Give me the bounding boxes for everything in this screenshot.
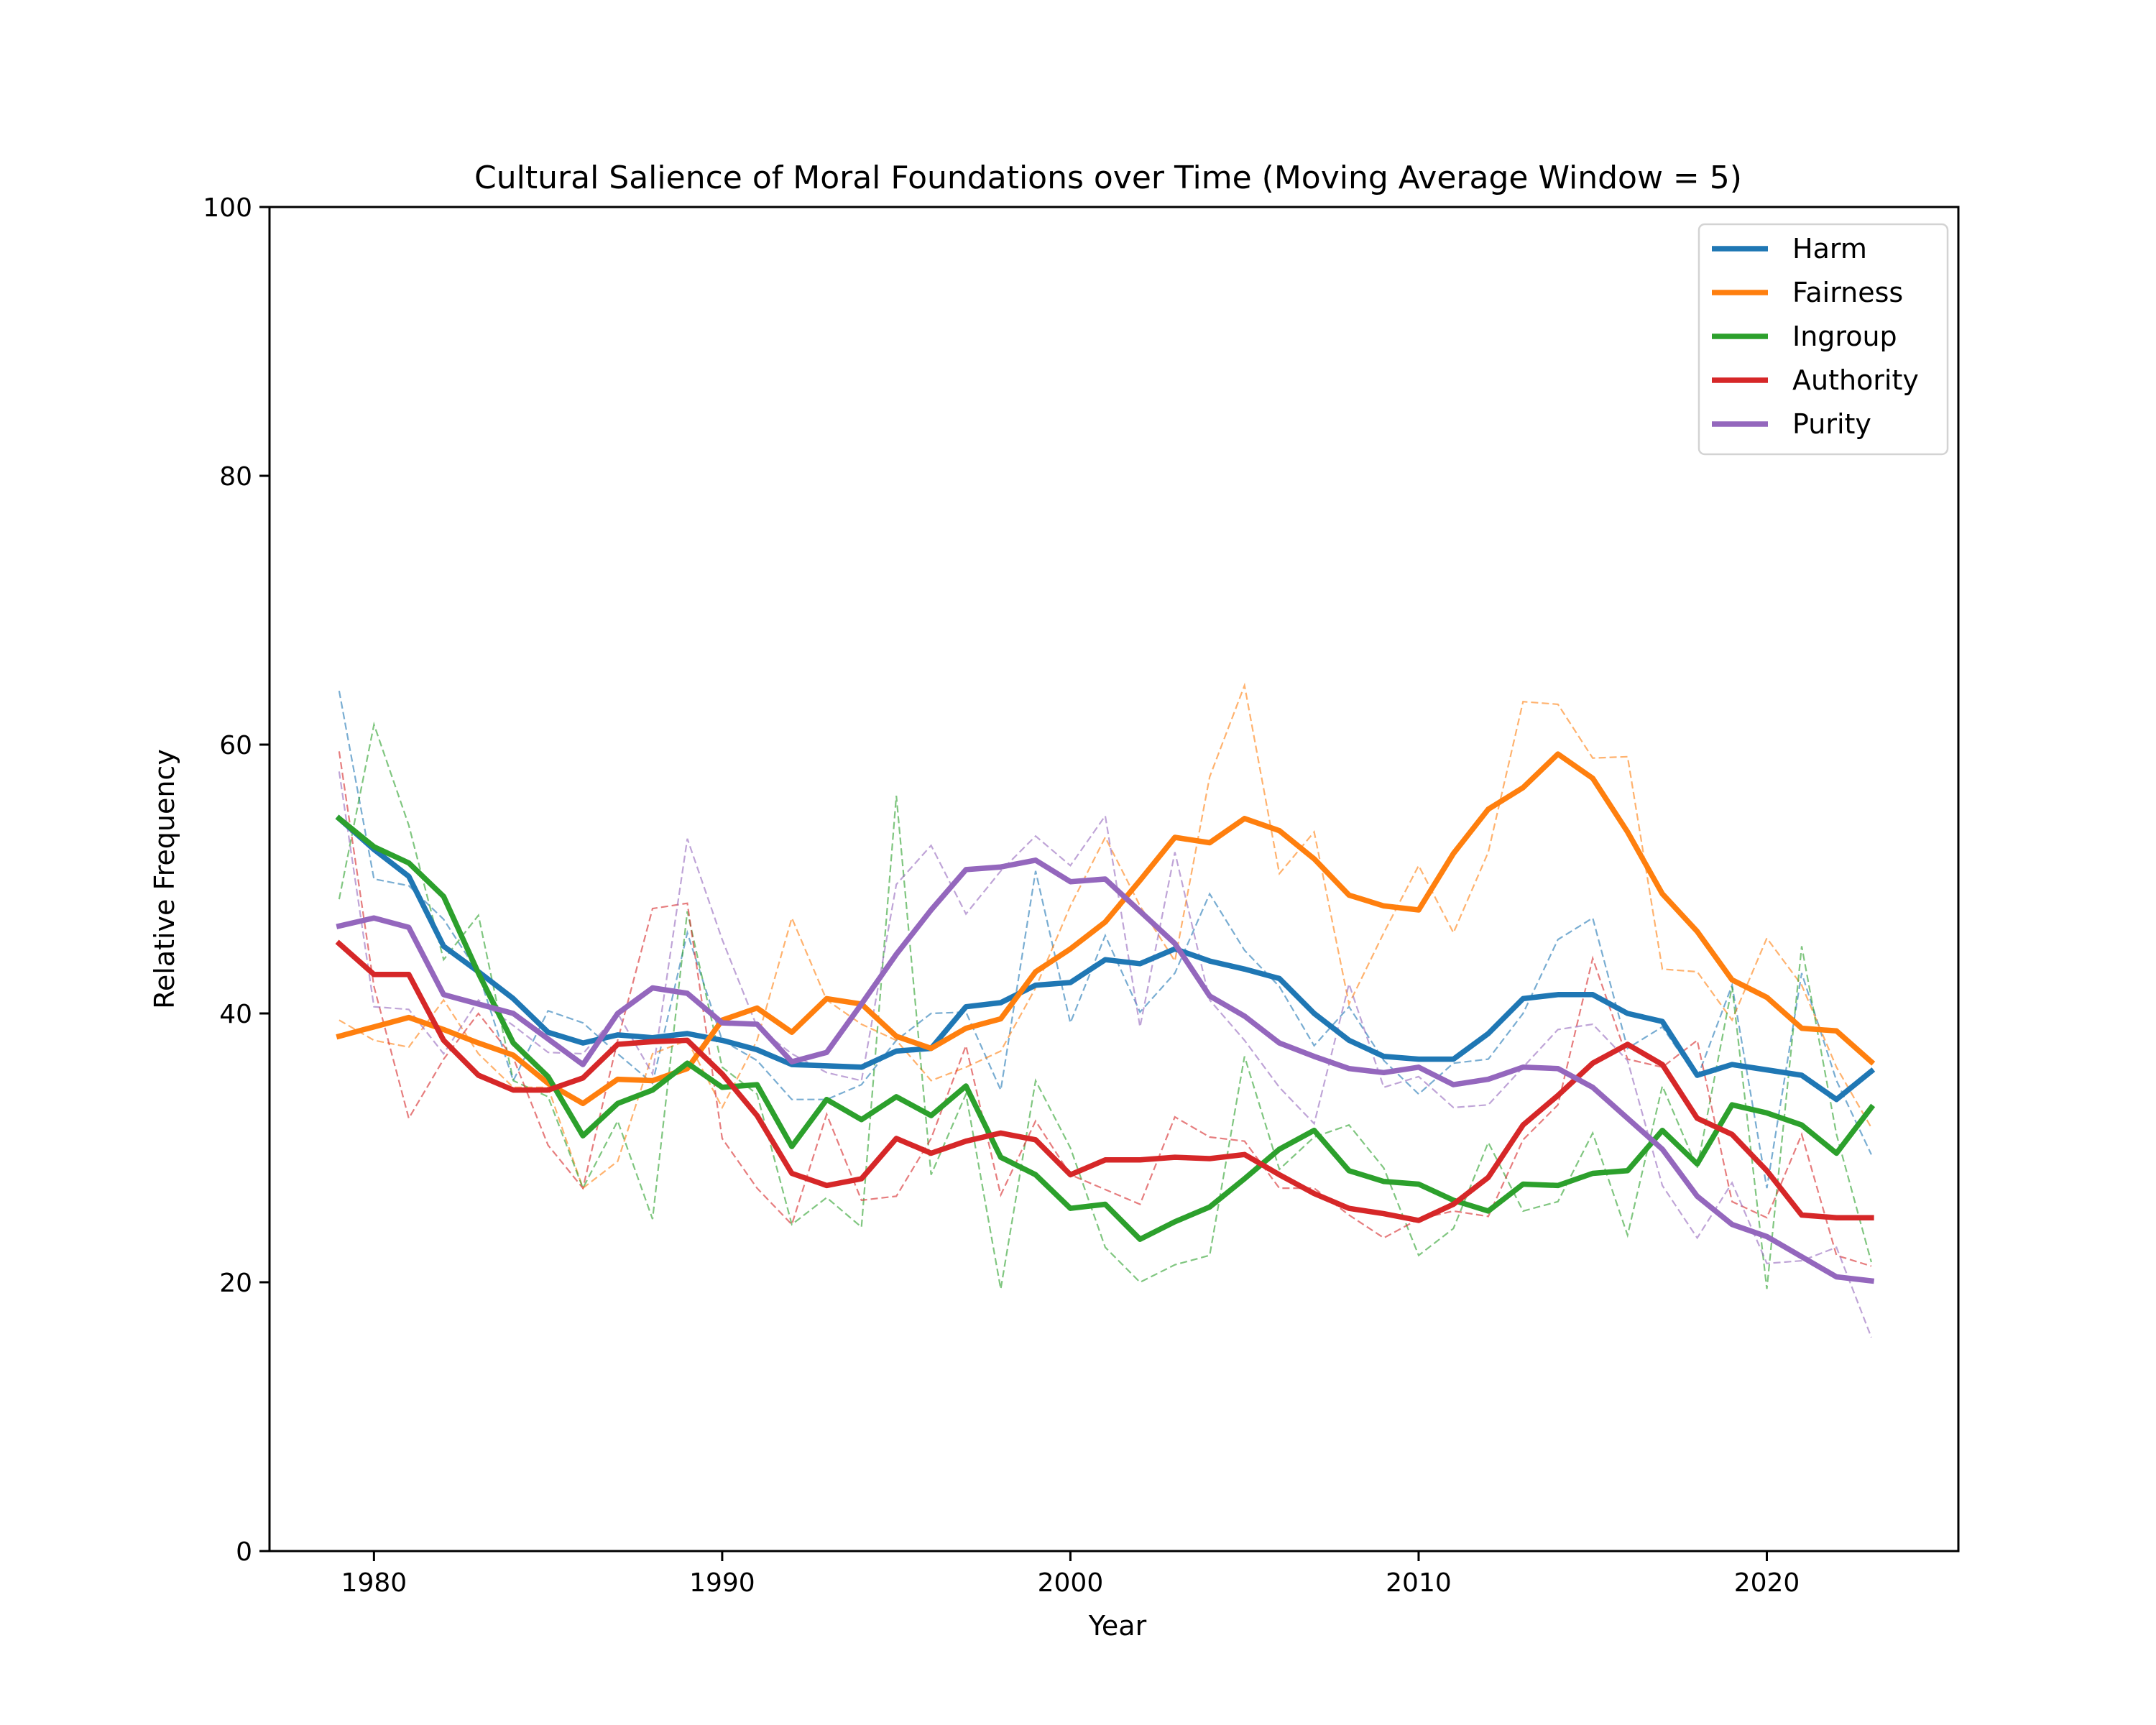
x-tick-label-1980: 1980 bbox=[341, 1568, 407, 1598]
raw-series-lines bbox=[338, 682, 1872, 1338]
x-tick-label-2020: 2020 bbox=[1734, 1568, 1800, 1598]
x-axis-ticks: 1980 1990 2000 2010 2020 bbox=[341, 1551, 1800, 1598]
x-axis-label: Year bbox=[1088, 1610, 1147, 1642]
raw-line-fairness bbox=[338, 682, 1872, 1190]
moving-average-line-harm bbox=[335, 814, 1876, 1103]
y-tick-label-100: 100 bbox=[203, 193, 252, 223]
legend-label-harm: Harm bbox=[1792, 233, 1867, 264]
moving-average-line-purity bbox=[336, 857, 1875, 1284]
legend-label-fairness: Fairness bbox=[1792, 277, 1903, 308]
y-axis-ticks: 0 20 40 60 80 100 bbox=[203, 193, 270, 1567]
legend-label-ingroup: Ingroup bbox=[1792, 321, 1897, 352]
y-tick-label-40: 40 bbox=[219, 1000, 252, 1029]
x-tick-label-2000: 2000 bbox=[1038, 1568, 1104, 1598]
legend-label-purity: Purity bbox=[1792, 408, 1871, 440]
y-axis-label: Relative Frequency bbox=[149, 749, 180, 1009]
y-tick-label-20: 20 bbox=[219, 1269, 252, 1298]
raw-line-authority bbox=[338, 751, 1872, 1267]
legend-label-authority: Authority bbox=[1792, 364, 1919, 396]
legend-box bbox=[1697, 223, 1949, 456]
moving-average-line-ingroup bbox=[335, 814, 1876, 1242]
chart-title: Cultural Salience of Moral Foundations o… bbox=[474, 160, 1742, 196]
legend: Harm Fairness Ingroup Authority Purity bbox=[1697, 223, 1949, 456]
x-tick-label-1990: 1990 bbox=[689, 1568, 755, 1598]
plot-area bbox=[335, 682, 1876, 1338]
raw-line-ingroup bbox=[338, 721, 1872, 1289]
y-tick-label-60: 60 bbox=[219, 731, 252, 760]
y-tick-label-0: 0 bbox=[236, 1537, 252, 1567]
x-tick-label-2010: 2010 bbox=[1386, 1568, 1452, 1598]
y-tick-label-80: 80 bbox=[219, 462, 252, 492]
moving-average-line-fairness bbox=[336, 751, 1876, 1107]
plot-frame bbox=[268, 206, 1960, 1552]
moving-average-lines bbox=[335, 751, 1876, 1284]
moving-average-line-authority bbox=[335, 939, 1874, 1223]
